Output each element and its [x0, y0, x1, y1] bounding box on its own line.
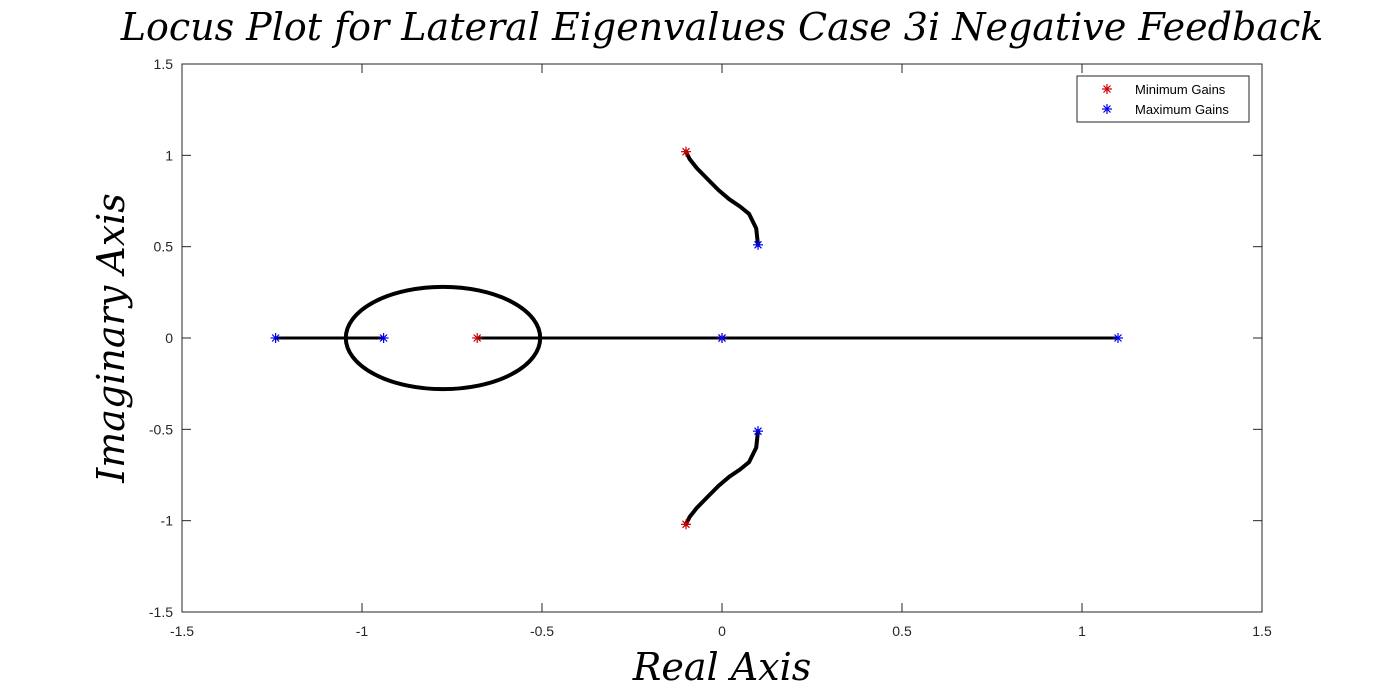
y-tick-label: 0 [165, 330, 173, 346]
maximum-gains-marker [717, 333, 727, 343]
legend-maximum-gains-label: Maximum Gains [1135, 102, 1229, 117]
y-tick-label: 1.5 [154, 56, 174, 72]
y-tick-label: -0.5 [149, 421, 173, 437]
x-tick-label: 1.5 [1252, 623, 1272, 639]
legend: Minimum Gains Maximum Gains [1076, 75, 1250, 123]
breakaway-loop [343, 284, 543, 392]
complex-branch-upper [684, 149, 760, 247]
x-tick-label: -0.5 [530, 623, 554, 639]
maximum-gains-marker [1113, 333, 1123, 343]
maximum-gains-marker [753, 239, 763, 250]
x-tick-label: 0 [718, 623, 726, 639]
y-tick-label: 1 [165, 147, 173, 163]
minimum-gains-marker [681, 146, 691, 157]
complex-branch-lower [684, 429, 760, 527]
legend-box [1076, 75, 1250, 123]
axes: -1.5 -1 -0.5 0 0.5 1 1.5 -1.5 -1 -0.5 0 0.5 1 1.5 [149, 56, 1272, 639]
maximum-gains-marker [270, 333, 281, 343]
minimum-gains-marker [681, 519, 691, 530]
y-tick-label: -1 [161, 513, 174, 529]
gain-markers [270, 146, 1123, 530]
x-axis-label: Real Axis [632, 645, 812, 689]
minimum-gains-marker [472, 333, 483, 343]
y-tick-label: 0.5 [154, 239, 174, 255]
maximum-gains-marker [378, 333, 389, 343]
legend-minimum-gains-label: Minimum Gains [1135, 82, 1226, 97]
legend-maximum-gains-icon [1102, 104, 1112, 114]
y-tick-label: -1.5 [149, 604, 173, 620]
chart-title: Locus Plot for Lateral Eigenvalues Case … [120, 5, 1324, 49]
maximum-gains-marker [753, 426, 763, 437]
legend-minimum-gains-icon [1102, 84, 1112, 94]
x-tick-label: -1 [356, 623, 369, 639]
root-locus-curves [275, 149, 1118, 527]
x-tick-label: -1.5 [170, 623, 194, 639]
y-axis-label: Imaginary Axis [89, 193, 133, 484]
x-tick-label: 0.5 [892, 623, 912, 639]
x-tick-label: 1 [1078, 623, 1086, 639]
